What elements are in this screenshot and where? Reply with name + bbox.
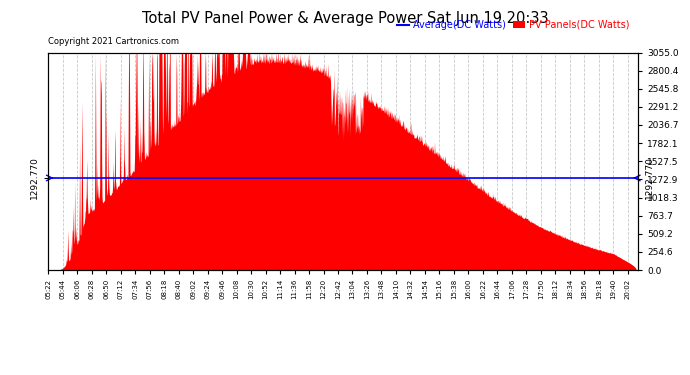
Text: Copyright 2021 Cartronics.com: Copyright 2021 Cartronics.com [48, 38, 179, 46]
Text: Total PV Panel Power & Average Power Sat Jun 19 20:33: Total PV Panel Power & Average Power Sat… [141, 11, 549, 26]
Text: 1292.770: 1292.770 [645, 156, 654, 200]
Legend: Average(DC Watts), PV Panels(DC Watts): Average(DC Watts), PV Panels(DC Watts) [393, 16, 633, 34]
